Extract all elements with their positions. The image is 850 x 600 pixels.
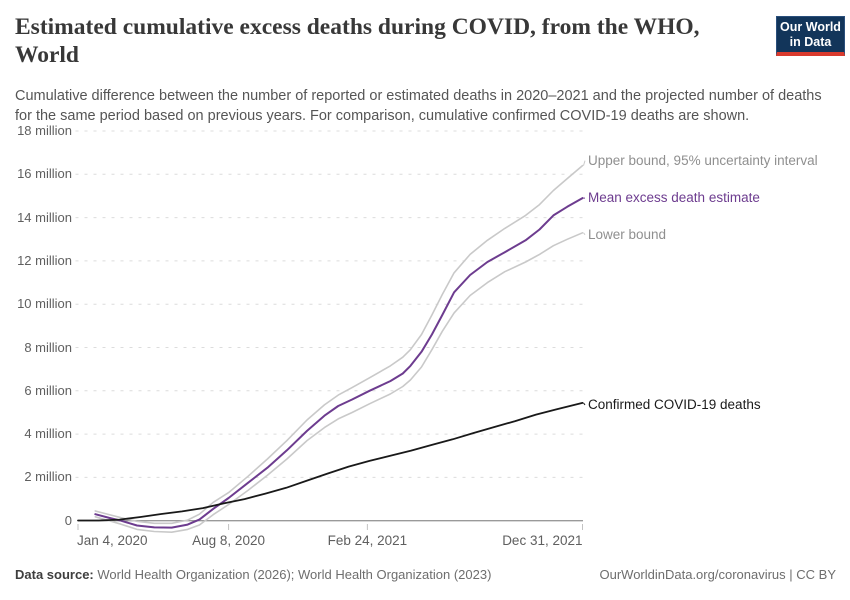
y-axis-label: 10 million xyxy=(17,296,72,312)
series-line-lower-bound xyxy=(94,232,584,534)
series-line-upper-bound xyxy=(94,164,584,525)
x-axis-label: Jan 4, 2020 xyxy=(77,533,148,548)
data-source-prefix: Data source: xyxy=(15,567,94,582)
y-axis-label: 2 million xyxy=(24,469,72,485)
y-axis-label: 14 million xyxy=(17,209,72,225)
series-label-connector xyxy=(583,232,586,236)
owid-logo[interactable]: Our World in Data xyxy=(776,16,845,56)
x-axis-label: Feb 24, 2021 xyxy=(327,533,408,548)
series-label-mean-excess[interactable]: Mean excess death estimate xyxy=(588,190,760,206)
data-source-text: World Health Organization (2026); World … xyxy=(93,567,492,582)
y-axis-label: 18 million xyxy=(17,123,72,138)
chart-subtitle: Cumulative difference between the number… xyxy=(15,88,822,124)
series-label-confirmed-deaths[interactable]: Confirmed COVID-19 deaths xyxy=(588,396,761,412)
data-source-note: Data source: World Health Organization (… xyxy=(15,567,491,582)
y-axis-label: 8 million xyxy=(24,339,72,355)
x-axis-label: Dec 31, 2021 xyxy=(502,533,583,548)
y-axis-label: 16 million xyxy=(17,166,72,182)
series-label-connector xyxy=(583,402,586,406)
owid-logo-line2: in Data xyxy=(789,35,832,49)
y-axis-label: 4 million xyxy=(24,426,72,442)
series-line-mean-excess xyxy=(94,197,584,529)
series-label-lower-bound[interactable]: Lower bound xyxy=(588,226,667,242)
y-axis-label: 6 million xyxy=(24,382,72,398)
y-axis-label: 12 million xyxy=(17,252,72,268)
owid-url-license-link[interactable]: OurWorldinData.org/coronavirus | CC BY xyxy=(599,567,836,582)
series-line-confirmed-deaths xyxy=(77,401,584,522)
chart-title: Estimated cumulative excess deaths durin… xyxy=(15,14,700,69)
x-axis-label: Aug 8, 2020 xyxy=(192,533,265,548)
y-axis-label: 0 xyxy=(64,512,72,528)
series-label-connector xyxy=(583,160,586,166)
owid-logo-line1: Our World xyxy=(780,20,841,34)
series-label-upper-bound[interactable]: Upper bound, 95% uncertainty interval xyxy=(588,152,818,168)
